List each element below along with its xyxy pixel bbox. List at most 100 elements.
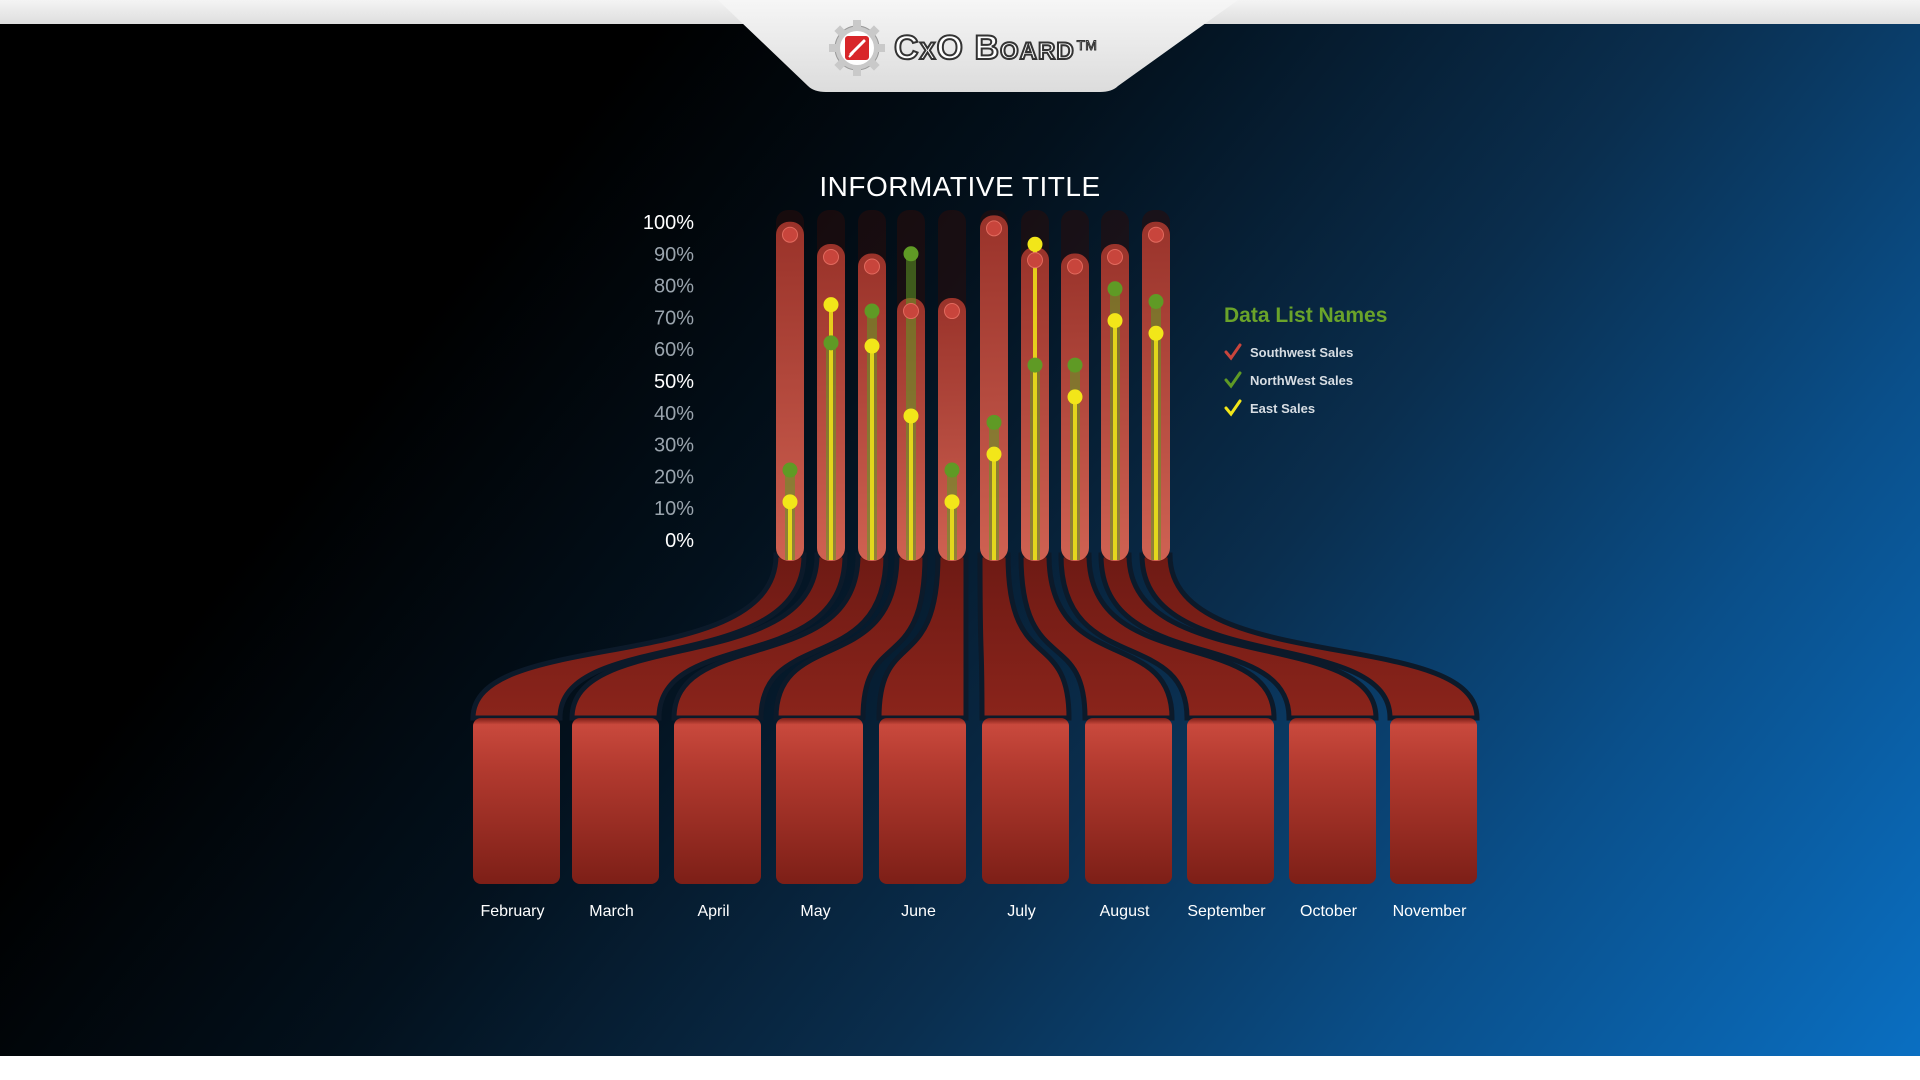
month-box [982, 718, 1069, 884]
east-point [1107, 313, 1123, 329]
legend-label: East Sales [1250, 400, 1316, 416]
east-stem [870, 346, 874, 560]
y-tick-label: 20% [654, 466, 694, 488]
southwest-point [986, 220, 1002, 237]
legend-item-northwest[interactable]: NorthWest Sales [1224, 366, 1387, 394]
east-stem [1113, 320, 1117, 560]
southwest-point [782, 226, 798, 243]
east-stem [909, 415, 913, 560]
y-tick-label: 0% [665, 530, 694, 552]
ribbon [1018, 552, 1175, 721]
northwest-stem [906, 253, 916, 561]
southwest-column [938, 298, 966, 561]
month-label: June [901, 903, 936, 920]
east-stem [1033, 244, 1037, 560]
northwest-point [944, 462, 960, 478]
east-stem [950, 501, 954, 560]
legend-label: Southwest Sales [1250, 344, 1354, 360]
month-label: April [697, 903, 729, 920]
east-stem [1154, 333, 1158, 560]
month-box [572, 718, 659, 884]
y-tick-label: 50% [654, 371, 694, 393]
month-label: October [1300, 903, 1358, 920]
logo-text: CxO Board [893, 28, 1075, 68]
east-stem [1073, 396, 1077, 560]
southwest-column [980, 215, 1008, 562]
east-point [1148, 325, 1164, 341]
northwest-point [986, 414, 1002, 430]
checkmark-icon [1224, 371, 1242, 389]
southwest-point [1148, 226, 1164, 243]
east-point [903, 408, 919, 424]
month-label: July [1007, 903, 1035, 920]
month-label: September [1187, 903, 1266, 920]
chart-title: INFORMATIVE TITLE [819, 171, 1101, 202]
east-stem [992, 454, 996, 560]
east-point [782, 494, 798, 510]
gear-logo-icon [829, 20, 885, 76]
month-label: February [480, 903, 544, 920]
y-tick-label: 60% [654, 339, 694, 361]
southwest-point [903, 303, 919, 320]
month-box [1085, 718, 1172, 884]
logo-trademark: TM [1076, 37, 1097, 54]
y-tick-label: 30% [654, 435, 694, 457]
legend-item-southwest[interactable]: Southwest Sales [1224, 338, 1387, 366]
northwest-point [1027, 357, 1043, 373]
northwest-point [864, 303, 880, 319]
month-box [1289, 718, 1376, 884]
month-box [473, 718, 560, 884]
month-box [674, 718, 761, 884]
ribbon [671, 552, 889, 721]
month-box [1187, 718, 1274, 884]
chart: 100% 90% 80% 70% 60% 50% 40% 30% 20% 10% 0% Februar… [470, 210, 1480, 920]
east-point [986, 446, 1002, 462]
east-point [1027, 236, 1043, 252]
legend: Data List Names Southwest Sales NorthWes… [1224, 304, 1387, 422]
southwest-column [776, 221, 804, 561]
ribbon [1098, 552, 1379, 721]
east-stem [788, 501, 792, 560]
southwest-point [823, 248, 839, 265]
month-box [776, 718, 863, 884]
dashboard-canvas: 100% 90% 80% 70% 60% 50% 40% 30% 20% 10% 0% Februar… [0, 24, 1920, 1056]
month-label: November [1393, 903, 1467, 920]
legend-title: Data List Names [1224, 304, 1388, 327]
ribbon [1139, 552, 1480, 721]
southwest-point [1107, 248, 1123, 265]
y-tick-label: 100% [643, 212, 694, 234]
legend-item-east[interactable]: East Sales [1224, 394, 1387, 422]
legend-label: NorthWest Sales [1250, 372, 1354, 388]
east-point [823, 297, 839, 313]
y-tick-label: 40% [654, 403, 694, 425]
ribbon [977, 552, 1072, 721]
logo: CxO Board TM [828, 20, 1097, 76]
month-label: May [800, 903, 830, 920]
month-label: March [589, 903, 633, 920]
east-point [864, 338, 880, 354]
northwest-point [903, 246, 919, 262]
east-point [1067, 389, 1083, 405]
month-box [879, 718, 966, 884]
southwest-point [864, 258, 880, 275]
northwest-point [1067, 357, 1083, 373]
northwest-point [782, 462, 798, 478]
checkmark-icon [1224, 343, 1242, 361]
southwest-point [1067, 258, 1083, 275]
y-tick-label: 70% [654, 307, 694, 329]
northwest-point [823, 335, 839, 351]
checkmark-icon [1224, 399, 1242, 417]
y-tick-label: 10% [654, 498, 694, 520]
northwest-point [1107, 281, 1123, 297]
ribbon [1058, 552, 1277, 721]
southwest-point [1027, 252, 1043, 269]
east-point [944, 494, 960, 510]
month-label: August [1100, 903, 1150, 920]
month-box [1390, 718, 1477, 884]
top-bar [0, 0, 1920, 24]
y-tick-label: 90% [654, 244, 694, 266]
northwest-point [1148, 294, 1164, 309]
y-tick-label: 80% [654, 276, 694, 298]
southwest-point [944, 303, 960, 320]
east-stem [829, 304, 833, 560]
